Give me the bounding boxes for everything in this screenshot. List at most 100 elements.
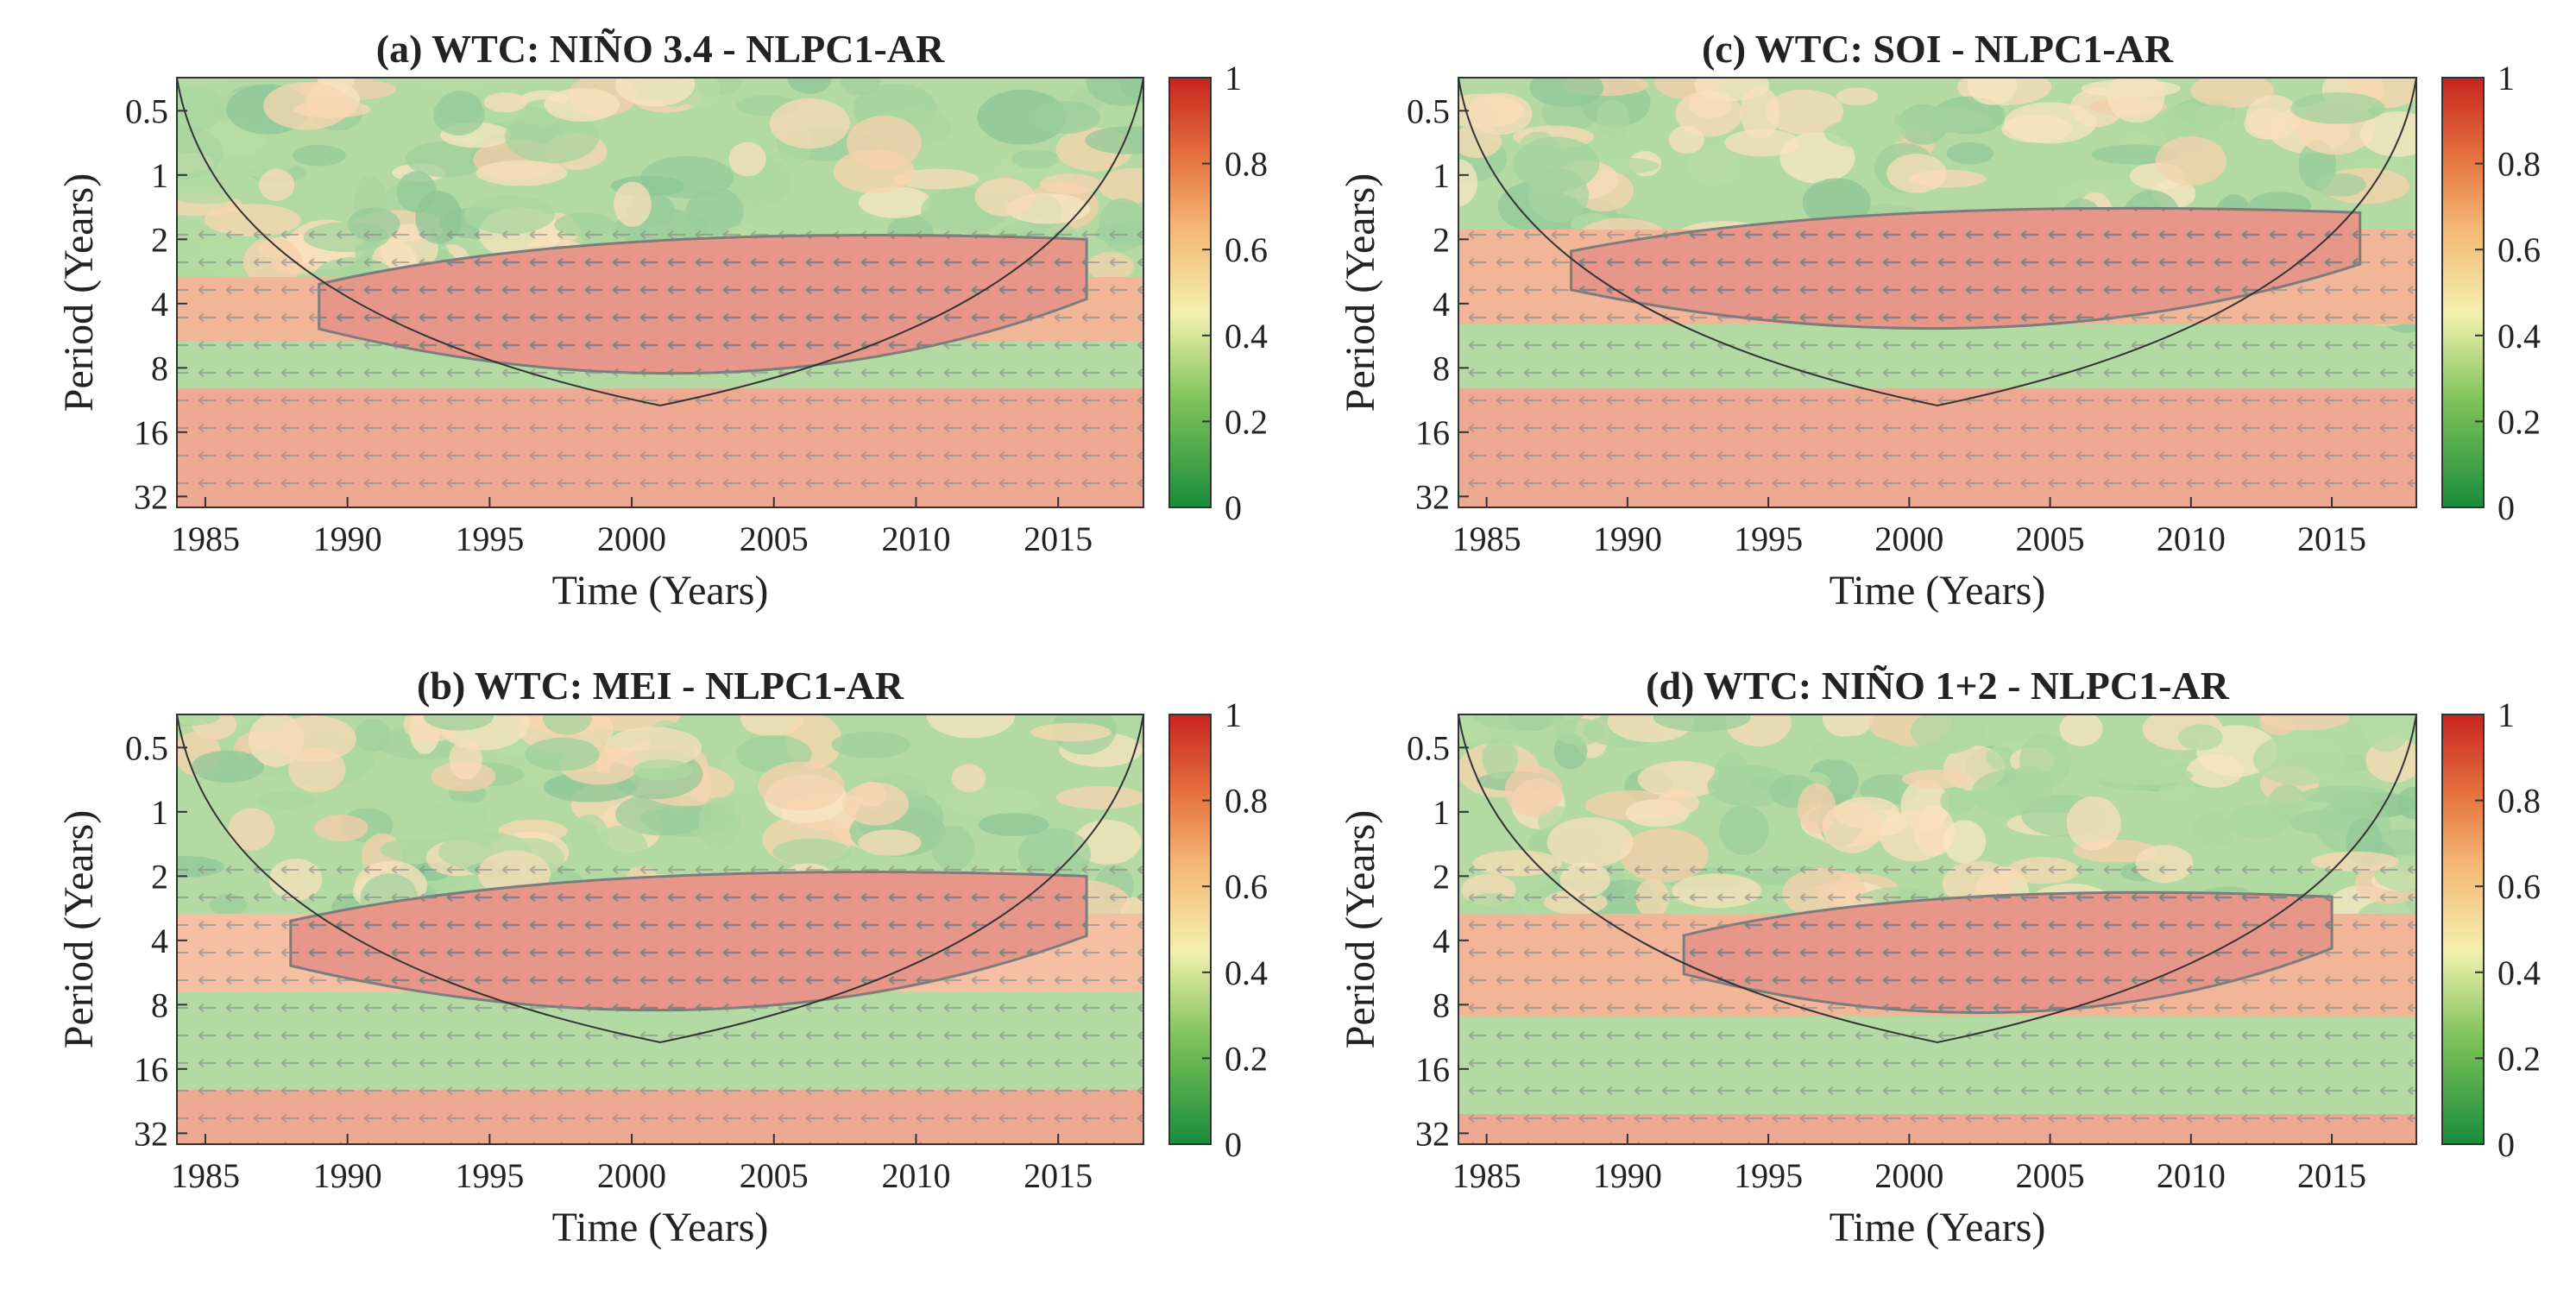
x-tick-label: 2005 (740, 519, 809, 558)
coherence-blob (2290, 92, 2385, 124)
y-tick-label: 4 (151, 285, 168, 324)
coherence-blob (1823, 118, 1906, 148)
x-axis-label: Time (Years) (552, 1205, 769, 1250)
coherence-blob (846, 116, 922, 170)
chart-title: (d) WTC: NIÑO 1+2 - NLPC1-AR (1646, 664, 2230, 708)
y-tick-label: 4 (1433, 285, 1450, 324)
x-tick-label: 2005 (2016, 519, 2085, 558)
coherence-blob (177, 85, 224, 132)
colorbar-tick-label: 0 (1225, 488, 1242, 527)
coherence-blob (2253, 733, 2346, 785)
chart-title: (b) WTC: MEI - NLPC1-AR (417, 664, 904, 708)
plot-frame (1458, 714, 2417, 1145)
colorbar-tick-label: 1 (1225, 695, 1242, 734)
coherence-blob (1098, 167, 1143, 204)
coherence-blob (463, 195, 555, 235)
coherence-blob (831, 731, 910, 758)
coherence-blob (192, 750, 264, 784)
coherence-blob (614, 78, 696, 107)
y-tick-label: 1 (1433, 793, 1450, 832)
coherence-blob (1694, 78, 1770, 102)
coherence-blob (978, 813, 1049, 837)
x-tick-label: 2005 (740, 1156, 809, 1195)
coherence-blob (728, 142, 766, 177)
colorbar-tick-label: 0.6 (1225, 230, 1268, 269)
coherence-blob (2359, 111, 2416, 157)
coherence-blob (1513, 136, 1600, 192)
colorbar-tick-label: 0.2 (2497, 402, 2541, 441)
y-tick-label: 2 (1433, 220, 1450, 259)
coherence-blob (858, 186, 932, 218)
x-axis-label: Time (Years) (1830, 1205, 2046, 1250)
x-tick-label: 1990 (313, 1156, 382, 1195)
colorbar-tick-label: 0.6 (2497, 867, 2541, 906)
coherence-blob (951, 764, 986, 793)
heatmap-field-b (177, 714, 1143, 1144)
plot-frame (176, 714, 1144, 1145)
coherence-blob (2193, 812, 2234, 849)
heatmap-field-a (177, 78, 1143, 507)
x-tick-label: 2010 (2157, 519, 2226, 558)
y-axis-label: Period (Years) (56, 810, 102, 1048)
y-tick-label: 32 (1415, 1114, 1450, 1153)
phase-arrows-outside-coi (177, 228, 1143, 507)
coherence-blob (1458, 159, 1478, 206)
colorbar-tick-label: 0.4 (2497, 953, 2541, 992)
coherence-blob (2330, 789, 2371, 817)
y-tick-label: 2 (151, 857, 168, 896)
colorbar-tick-label: 0.6 (2497, 230, 2541, 269)
y-tick-label: 4 (1433, 922, 1450, 960)
coherence-blob (858, 829, 922, 856)
coherence-blob (1967, 78, 2018, 105)
phase-arrows-outside-coi (1458, 865, 2416, 1144)
coherence-blob (1687, 146, 1742, 186)
coherence-blob (931, 825, 974, 872)
coherence-blob (1822, 714, 1874, 738)
cone-of-influence-line (177, 78, 1143, 406)
coherence-blob (1553, 718, 1605, 746)
coherence-blob (483, 92, 527, 113)
coherence-blob (293, 100, 371, 118)
heatmap-field-c (1458, 78, 2416, 507)
y-tick-label: 8 (151, 985, 168, 1024)
y-tick-label: 0.5 (125, 728, 168, 767)
colorbar-tick-label: 0.8 (2497, 782, 2541, 821)
coherence-blob (842, 782, 910, 826)
y-tick-label: 16 (1415, 1050, 1450, 1089)
coherence-blob (1886, 154, 1947, 193)
colorbar-tick-label: 0 (1225, 1125, 1242, 1164)
coherence-blob (1911, 714, 1985, 754)
x-tick-label: 2010 (2157, 1156, 2226, 1195)
x-tick-label: 2010 (881, 1156, 950, 1195)
x-tick-label: 2015 (1023, 519, 1093, 558)
coherence-blob (428, 800, 488, 834)
coherence-blob (1482, 738, 1518, 779)
colorbar-tick-label: 0 (2497, 488, 2515, 527)
colorbar-tick-label: 1 (2497, 695, 2515, 734)
y-tick-label: 2 (151, 220, 168, 259)
colorbar (1168, 714, 1212, 1145)
colorbar-tick-label: 0.2 (2497, 1039, 2541, 1078)
x-tick-label: 1985 (171, 1156, 240, 1195)
colorbar-tick-label: 0.8 (1225, 782, 1268, 821)
coherence-blob (2361, 714, 2410, 752)
coherence-blob (273, 715, 356, 763)
chart-title: (a) WTC: NIÑO 3.4 - NLPC1-AR (376, 27, 945, 71)
coherence-blob (313, 815, 368, 842)
coherence-blob (410, 78, 492, 93)
colorbar-tick-label: 0.2 (1225, 1039, 1268, 1078)
coherence-blob (2196, 104, 2237, 126)
coherence-blob (1030, 722, 1112, 742)
coherence-blob (698, 796, 740, 851)
coherence-blob (1668, 125, 1704, 154)
coherence-blob (177, 124, 224, 180)
x-tick-label: 2000 (597, 519, 666, 558)
cone-of-influence-line (177, 714, 1143, 1043)
coherence-blob (2190, 78, 2274, 109)
coherence-blob (406, 141, 488, 178)
y-axis-label: Period (Years) (1338, 173, 1383, 412)
coherence-blob (1039, 173, 1102, 195)
y-tick-label: 0.5 (125, 91, 168, 130)
coherence-blob (433, 93, 485, 135)
coherence-blob (841, 78, 880, 96)
